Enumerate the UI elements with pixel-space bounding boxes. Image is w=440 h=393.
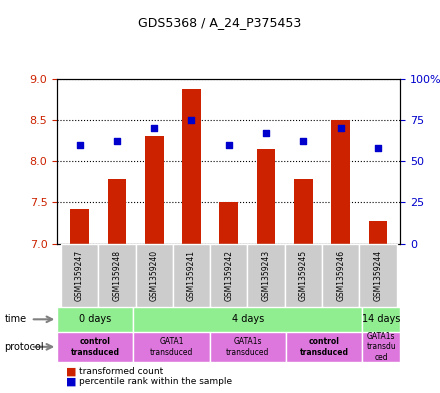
FancyBboxPatch shape bbox=[359, 244, 397, 307]
Bar bbox=[107, 179, 126, 244]
Text: transformed count: transformed count bbox=[79, 367, 163, 376]
Text: GDS5368 / A_24_P375453: GDS5368 / A_24_P375453 bbox=[138, 16, 302, 29]
Bar bbox=[133, 332, 210, 362]
Text: 0 days: 0 days bbox=[79, 314, 111, 324]
FancyBboxPatch shape bbox=[247, 244, 285, 307]
Text: GSM1359247: GSM1359247 bbox=[75, 250, 84, 301]
FancyBboxPatch shape bbox=[61, 244, 98, 307]
Bar bbox=[369, 220, 387, 244]
Point bbox=[76, 141, 83, 148]
Bar bbox=[57, 332, 133, 362]
FancyBboxPatch shape bbox=[136, 244, 173, 307]
Text: ■: ■ bbox=[66, 376, 77, 386]
Bar bbox=[362, 332, 400, 362]
Text: 4 days: 4 days bbox=[232, 314, 264, 324]
Text: ■: ■ bbox=[66, 366, 77, 376]
Text: percentile rank within the sample: percentile rank within the sample bbox=[79, 377, 232, 386]
Text: GATA1
transduced: GATA1 transduced bbox=[150, 337, 193, 356]
Text: GSM1359243: GSM1359243 bbox=[262, 250, 271, 301]
Bar bbox=[294, 179, 313, 244]
Bar bbox=[362, 307, 400, 332]
Text: control
transduced: control transduced bbox=[71, 337, 120, 356]
Text: GSM1359246: GSM1359246 bbox=[336, 250, 345, 301]
Text: GATA1s
transduced: GATA1s transduced bbox=[226, 337, 270, 356]
FancyBboxPatch shape bbox=[98, 244, 136, 307]
FancyBboxPatch shape bbox=[173, 244, 210, 307]
Bar bbox=[220, 202, 238, 244]
Bar bbox=[210, 332, 286, 362]
Bar bbox=[145, 136, 164, 244]
Point bbox=[300, 138, 307, 145]
Text: GSM1359248: GSM1359248 bbox=[112, 250, 121, 301]
Bar bbox=[70, 209, 89, 244]
Bar bbox=[257, 149, 275, 244]
Point bbox=[263, 130, 270, 136]
Point bbox=[374, 145, 381, 151]
Bar bbox=[182, 88, 201, 244]
FancyBboxPatch shape bbox=[322, 244, 359, 307]
Text: GSM1359240: GSM1359240 bbox=[150, 250, 159, 301]
Point bbox=[150, 125, 158, 131]
Bar bbox=[331, 120, 350, 244]
Point bbox=[337, 125, 344, 131]
Text: time: time bbox=[4, 314, 26, 324]
Bar bbox=[286, 332, 362, 362]
FancyBboxPatch shape bbox=[285, 244, 322, 307]
Text: GSM1359241: GSM1359241 bbox=[187, 250, 196, 301]
Bar bbox=[133, 307, 362, 332]
Point bbox=[225, 141, 232, 148]
FancyBboxPatch shape bbox=[210, 244, 247, 307]
Text: protocol: protocol bbox=[4, 342, 44, 352]
Point bbox=[114, 138, 121, 145]
Text: GSM1359245: GSM1359245 bbox=[299, 250, 308, 301]
Text: GATA1s
transdu
ced: GATA1s transdu ced bbox=[367, 332, 396, 362]
Point bbox=[188, 117, 195, 123]
Text: GSM1359244: GSM1359244 bbox=[374, 250, 382, 301]
Text: 14 days: 14 days bbox=[362, 314, 400, 324]
Text: GSM1359242: GSM1359242 bbox=[224, 250, 233, 301]
Text: control
transduced: control transduced bbox=[300, 337, 348, 356]
Bar bbox=[57, 307, 133, 332]
